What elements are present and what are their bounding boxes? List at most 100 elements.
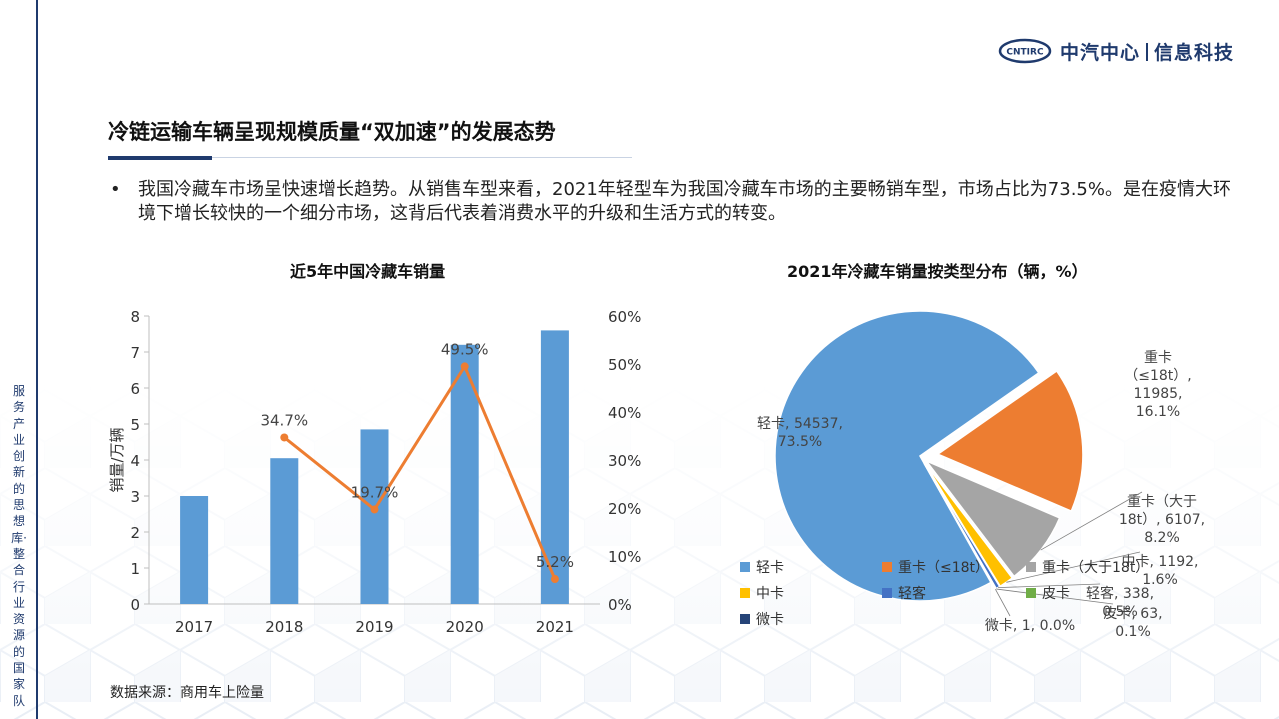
growth-data-label: 5.2% [536, 553, 574, 571]
legend-label: 轻卡 [756, 560, 784, 576]
bar-chart-title: 近5年中国冷藏车销量 [290, 262, 446, 281]
summary-bullet: • 我国冷藏车市场呈快速增长趋势。从销售车型来看，2021年轻型车为我国冷藏车市… [110, 178, 1240, 226]
pie-data-label-line: 1.6% [1142, 572, 1178, 588]
legend-label: 轻客 [898, 585, 926, 602]
bar-2018 [270, 458, 299, 604]
bullet-dot: • [110, 179, 121, 200]
side-rule [36, 0, 38, 719]
growth-data-label: 19.7% [351, 483, 399, 501]
pie-data-label-line: （≤18t）, [1124, 368, 1191, 384]
right-axis-tick-label: 0% [608, 596, 632, 614]
legend-swatch-轻客 [882, 588, 892, 598]
pie-data-label: 轻客, 338, 0.5% [1086, 585, 1154, 620]
pie-data-label-line: 18t）, 6107, [1119, 512, 1205, 528]
pie-slice-重卡（大于18t） [923, 459, 1061, 578]
legend-label: 皮卡 [1042, 586, 1070, 602]
growth-point-2021 [550, 575, 559, 584]
logo-name-left: 中汽中心 [1060, 41, 1141, 64]
right-axis-tick-label: 20% [608, 500, 641, 518]
pie-data-label-line: 微卡, 1, 0.0% [985, 618, 1075, 634]
left-axis-tick-label: 1 [130, 560, 140, 578]
left-axis-tick-label: 7 [130, 344, 140, 362]
pie-data-label: 轻卡, 54537, 73.5% [757, 416, 843, 450]
pie-chart: 轻卡, 54537, 73.5% 重卡 （≤18t）, 11985, 16.1% 重卡（大于… [740, 310, 1205, 640]
logo-separator [1146, 42, 1149, 61]
logo: CNTIRC 中汽中心 信息科技 [998, 36, 1234, 66]
legend-label: 重卡（大于18t） [1042, 560, 1149, 576]
legend-label: 中卡 [756, 586, 784, 602]
x-axis-tick-label: 2018 [265, 618, 303, 636]
title-block: 冷链运输车辆呈现规模质量“双加速”的发展态势 [108, 116, 632, 160]
pie-data-label-line: 中卡, 1192, [1122, 554, 1199, 570]
right-axis-tick-label: 50% [608, 356, 641, 374]
right-axis-tick-label: 30% [608, 452, 641, 470]
pie-data-label-line: 0.1% [1115, 624, 1151, 640]
logo-badge-icon: CNTIRC [998, 38, 1052, 64]
pie-data-label: 微卡, 1, 0.0% [985, 618, 1075, 634]
pie-data-label: 重卡 （≤18t）, 11985, 16.1% [1124, 350, 1191, 420]
legend-swatch-重卡（大于18t） [1026, 562, 1036, 572]
bullet-text: 我国冷藏车市场呈快速增长趋势。从销售车型来看，2021年轻型车为我国冷藏车市场的… [138, 179, 1231, 224]
pie-data-label: 重卡（大于 18t）, 6107, 8.2% [1119, 494, 1205, 546]
pie-slice-重卡（≤18t） [936, 369, 1084, 513]
legend-swatch-微卡 [740, 614, 750, 624]
legend-swatch-中卡 [740, 588, 750, 598]
pie-data-label-line: 16.1% [1136, 404, 1180, 420]
legend-label: 重卡（≤18t） [898, 560, 989, 576]
left-axis-tick-label: 3 [130, 488, 140, 506]
pie-data-label-line: 皮卡, 63, [1103, 606, 1162, 622]
pie-leader-line [995, 588, 1011, 617]
left-axis-tick-label: 8 [130, 308, 140, 326]
growth-data-label: 49.5% [441, 340, 489, 358]
growth-point-2018 [280, 433, 289, 442]
side-slogan: 服务产业创新的思想库·整合行业资源的国家队 [11, 384, 27, 708]
logo-badge-text: CNTIRC [1006, 48, 1044, 58]
pie-leader-line [995, 588, 1114, 605]
growth-point-2019 [370, 505, 379, 514]
left-axis-tick-label: 0 [130, 596, 140, 614]
growth-point-2020 [460, 362, 469, 371]
title-underline-bar [108, 156, 212, 160]
left-axis-tick-label: 4 [130, 452, 140, 470]
left-axis-tick-label: 2 [130, 524, 140, 542]
left-axis-tick-label: 5 [130, 416, 140, 434]
pie-leader-line [1040, 491, 1143, 551]
x-axis-tick-label: 2019 [355, 618, 393, 636]
growth-rate-line [283, 364, 557, 580]
pie-slice-轻卡 [774, 310, 1040, 602]
pie-data-label-line: 轻客, 338, [1086, 585, 1154, 602]
growth-data-label: 34.7% [260, 411, 308, 429]
right-axis-tick-label: 60% [608, 308, 641, 326]
x-axis-tick-label: 2017 [175, 618, 213, 636]
right-axis-tick-label: 40% [608, 404, 641, 422]
pie-data-label: 中卡, 1192, 1.6% [1122, 554, 1199, 588]
pie-leader-line [1006, 551, 1141, 583]
pie-data-label: 皮卡, 63, 0.1% [1103, 606, 1162, 640]
y-axis-label: 销量/万辆 [108, 427, 126, 492]
x-axis-tick-label: 2021 [536, 618, 574, 636]
right-axis-tick-label: 10% [608, 548, 641, 566]
bar-2019 [360, 429, 389, 604]
bar-chart: 0 1 2 3 4 5 6 7 8 0% 10% 20% 30% 40% 50% 60% 2017 2018 201… [108, 308, 641, 636]
bar-2017 [180, 496, 209, 604]
pie-data-label-line: 轻卡, 54537, [757, 416, 843, 432]
pie-data-label-line: 重卡 [1144, 350, 1172, 366]
pie-data-label-line: 0.5% [1102, 604, 1138, 620]
legend-swatch-皮卡 [1026, 588, 1036, 598]
pie-chart-title: 2021年冷藏车销量按类型分布（辆，%） [787, 262, 1088, 281]
legend-swatch-重卡（≤18t） [882, 562, 892, 572]
title-underline-rule [212, 157, 632, 158]
left-axis-tick-label: 6 [130, 380, 140, 398]
data-source-note: 数据来源：商用车上险量 [110, 685, 264, 701]
legend-swatch-轻卡 [740, 562, 750, 572]
pie-leader-line [997, 583, 1101, 589]
pie-data-label-line: 11985, [1134, 386, 1183, 402]
pie-data-label-line: 73.5% [778, 434, 822, 450]
x-axis-tick-label: 2020 [446, 618, 484, 636]
pie-data-label-line: 8.2% [1144, 530, 1180, 546]
logo-name: 中汽中心 信息科技 [1060, 38, 1234, 65]
page-title: 冷链运输车辆呈现规模质量“双加速”的发展态势 [108, 120, 556, 144]
logo-name-right: 信息科技 [1154, 41, 1235, 64]
pie-data-label-line: 重卡（大于 [1127, 494, 1197, 510]
legend-label: 微卡 [756, 612, 784, 628]
